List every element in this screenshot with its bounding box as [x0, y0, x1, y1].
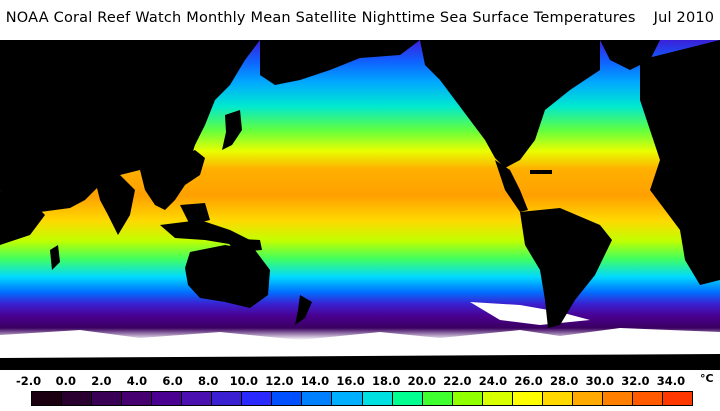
colorbar-cell: [542, 392, 573, 405]
colorbar-cell: [422, 392, 453, 405]
colorbar-tick-label: 2.0: [91, 374, 112, 388]
colorbar-cell: [302, 392, 333, 405]
colorbar-cell: [122, 392, 153, 405]
colorbar-cell: [332, 392, 363, 405]
colorbar-tick-label: 6.0: [162, 374, 183, 388]
land-europe-asia-west: [0, 40, 260, 212]
colorbar-cell: [62, 392, 93, 405]
colorbar-tick-label: 16.0: [336, 374, 365, 388]
colorbar-cell: [632, 392, 663, 405]
land-central-america: [495, 160, 528, 212]
land-siberia: [260, 40, 420, 85]
colorbar-tick-label: 12.0: [265, 374, 294, 388]
colorbar-cell: [662, 392, 693, 405]
colorbar-tick-label: 10.0: [229, 374, 258, 388]
colorbar-tick-label: 26.0: [514, 374, 543, 388]
colorbar-cell: [152, 392, 183, 405]
colorbar-tick-label: 8.0: [198, 374, 219, 388]
land-caribbean: [530, 170, 552, 174]
colorbar-unit: °C: [700, 372, 714, 385]
land-madagascar: [50, 245, 60, 270]
colorbar-cell: [392, 392, 423, 405]
map-title: NOAA Coral Reef Watch Monthly Mean Satel…: [0, 10, 720, 26]
title-text: NOAA Coral Reef Watch Monthly Mean Satel…: [5, 10, 636, 26]
colorbar-tick-label: 0.0: [55, 374, 76, 388]
colorbar-tick-label: 20.0: [407, 374, 436, 388]
land-borneo: [180, 203, 210, 225]
colorbar-tick-label: 4.0: [126, 374, 148, 388]
land-india: [95, 175, 135, 235]
colorbar-tick-label: 24.0: [478, 374, 508, 388]
colorbar-cell: [242, 392, 273, 405]
land-africa: [0, 190, 45, 245]
land-africa-east: [640, 40, 720, 285]
colorbar-cell: [212, 392, 243, 405]
colorbar-tick-labels: -2.0 0.0 2.0 4.0 6.0 8.0 10.0 12.0 14.0 16.0 18.0 2…: [0, 374, 720, 390]
colorbar-cell: [572, 392, 603, 405]
colorbar-cell: [482, 392, 513, 405]
land-new-zealand: [295, 295, 312, 325]
colorbar-cell: [92, 392, 123, 405]
landmasses: [0, 40, 720, 370]
colorbar-tick-label: 30.0: [585, 374, 614, 388]
land-east-asia: [140, 150, 205, 210]
land-japan: [222, 110, 242, 150]
colorbar-cell: [32, 392, 63, 405]
land-south-america: [520, 208, 612, 328]
title-date: Jul 2010: [653, 10, 715, 26]
colorbar-cell: [512, 392, 543, 405]
colorbar-cell: [452, 392, 483, 405]
colorbar-tick-label: 28.0: [550, 374, 579, 388]
colorbar-tick-label: 34.0: [656, 374, 686, 388]
colorbar-tick-label: 22.0: [443, 374, 472, 388]
colorbar-tick-label: 14.0: [300, 374, 330, 388]
colorbar-tick-label: 18.0: [372, 374, 401, 388]
colorbar: [31, 391, 693, 406]
land-antarctica: [0, 354, 720, 370]
colorbar-cell: [182, 392, 213, 405]
land-australia: [185, 245, 270, 308]
sst-map: [0, 40, 720, 370]
colorbar-tick-label: -2.0: [16, 374, 42, 388]
colorbar-cell: [272, 392, 303, 405]
land-north-america: [420, 40, 600, 168]
colorbar-cell: [362, 392, 393, 405]
sst-map-graphic: [0, 40, 720, 370]
colorbar-tick-label: 32.0: [621, 374, 650, 388]
colorbar-cell: [602, 392, 633, 405]
